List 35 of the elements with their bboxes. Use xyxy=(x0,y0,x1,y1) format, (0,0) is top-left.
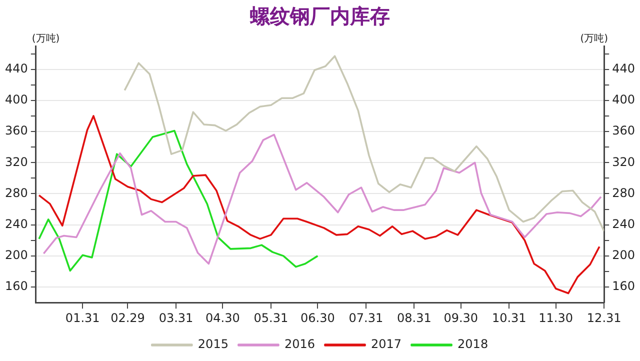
y2-tick-label: 440 xyxy=(612,61,635,76)
y-axis-title: (万吨) xyxy=(32,32,60,45)
y-tick-label: 280 xyxy=(5,186,28,200)
x-tick-label: 06.30 xyxy=(300,310,335,325)
y-tick-label: 240 xyxy=(5,216,28,231)
x-tick-label: 04.30 xyxy=(206,310,240,325)
x-tick-label: 11.30 xyxy=(538,310,574,325)
x-tick-label: 09.30 xyxy=(444,310,478,325)
y2-axis-title: (万吨) xyxy=(580,32,608,45)
y2-tick-label: 240 xyxy=(612,216,635,231)
y2-tick-label: 400 xyxy=(612,92,635,107)
x-tick-label: 08.31 xyxy=(397,310,432,325)
legend-label: 2016 xyxy=(284,337,316,352)
legend-label: 2015 xyxy=(198,337,228,352)
y-tick-label: 400 xyxy=(5,92,28,107)
y-tick-label: 320 xyxy=(5,154,28,169)
x-tick-label: 01.31 xyxy=(65,310,100,325)
y2-tick-label: 200 xyxy=(612,248,635,262)
legend-label: 2018 xyxy=(458,337,488,352)
x-tick-label: 05.31 xyxy=(254,310,288,325)
x-tick-label: 12.31 xyxy=(586,310,622,325)
y-tick-label: 160 xyxy=(5,279,28,294)
y2-tick-label: 320 xyxy=(612,154,635,169)
x-tick-label: 03.31 xyxy=(158,310,194,325)
y2-tick-label: 160 xyxy=(612,279,635,294)
y-tick-label: 360 xyxy=(5,124,28,138)
y-tick-label: 440 xyxy=(5,61,28,76)
legend-label: 2017 xyxy=(371,337,402,352)
y-tick-label: 200 xyxy=(5,248,28,262)
y2-tick-label: 280 xyxy=(612,186,635,200)
x-tick-label: 10.31 xyxy=(492,310,526,325)
x-tick-label: 07.31 xyxy=(348,310,384,325)
x-tick-label: 02.29 xyxy=(110,310,145,325)
y2-tick-label: 360 xyxy=(612,124,635,138)
chart-title: 螺纹钢厂内库存 xyxy=(249,4,390,28)
